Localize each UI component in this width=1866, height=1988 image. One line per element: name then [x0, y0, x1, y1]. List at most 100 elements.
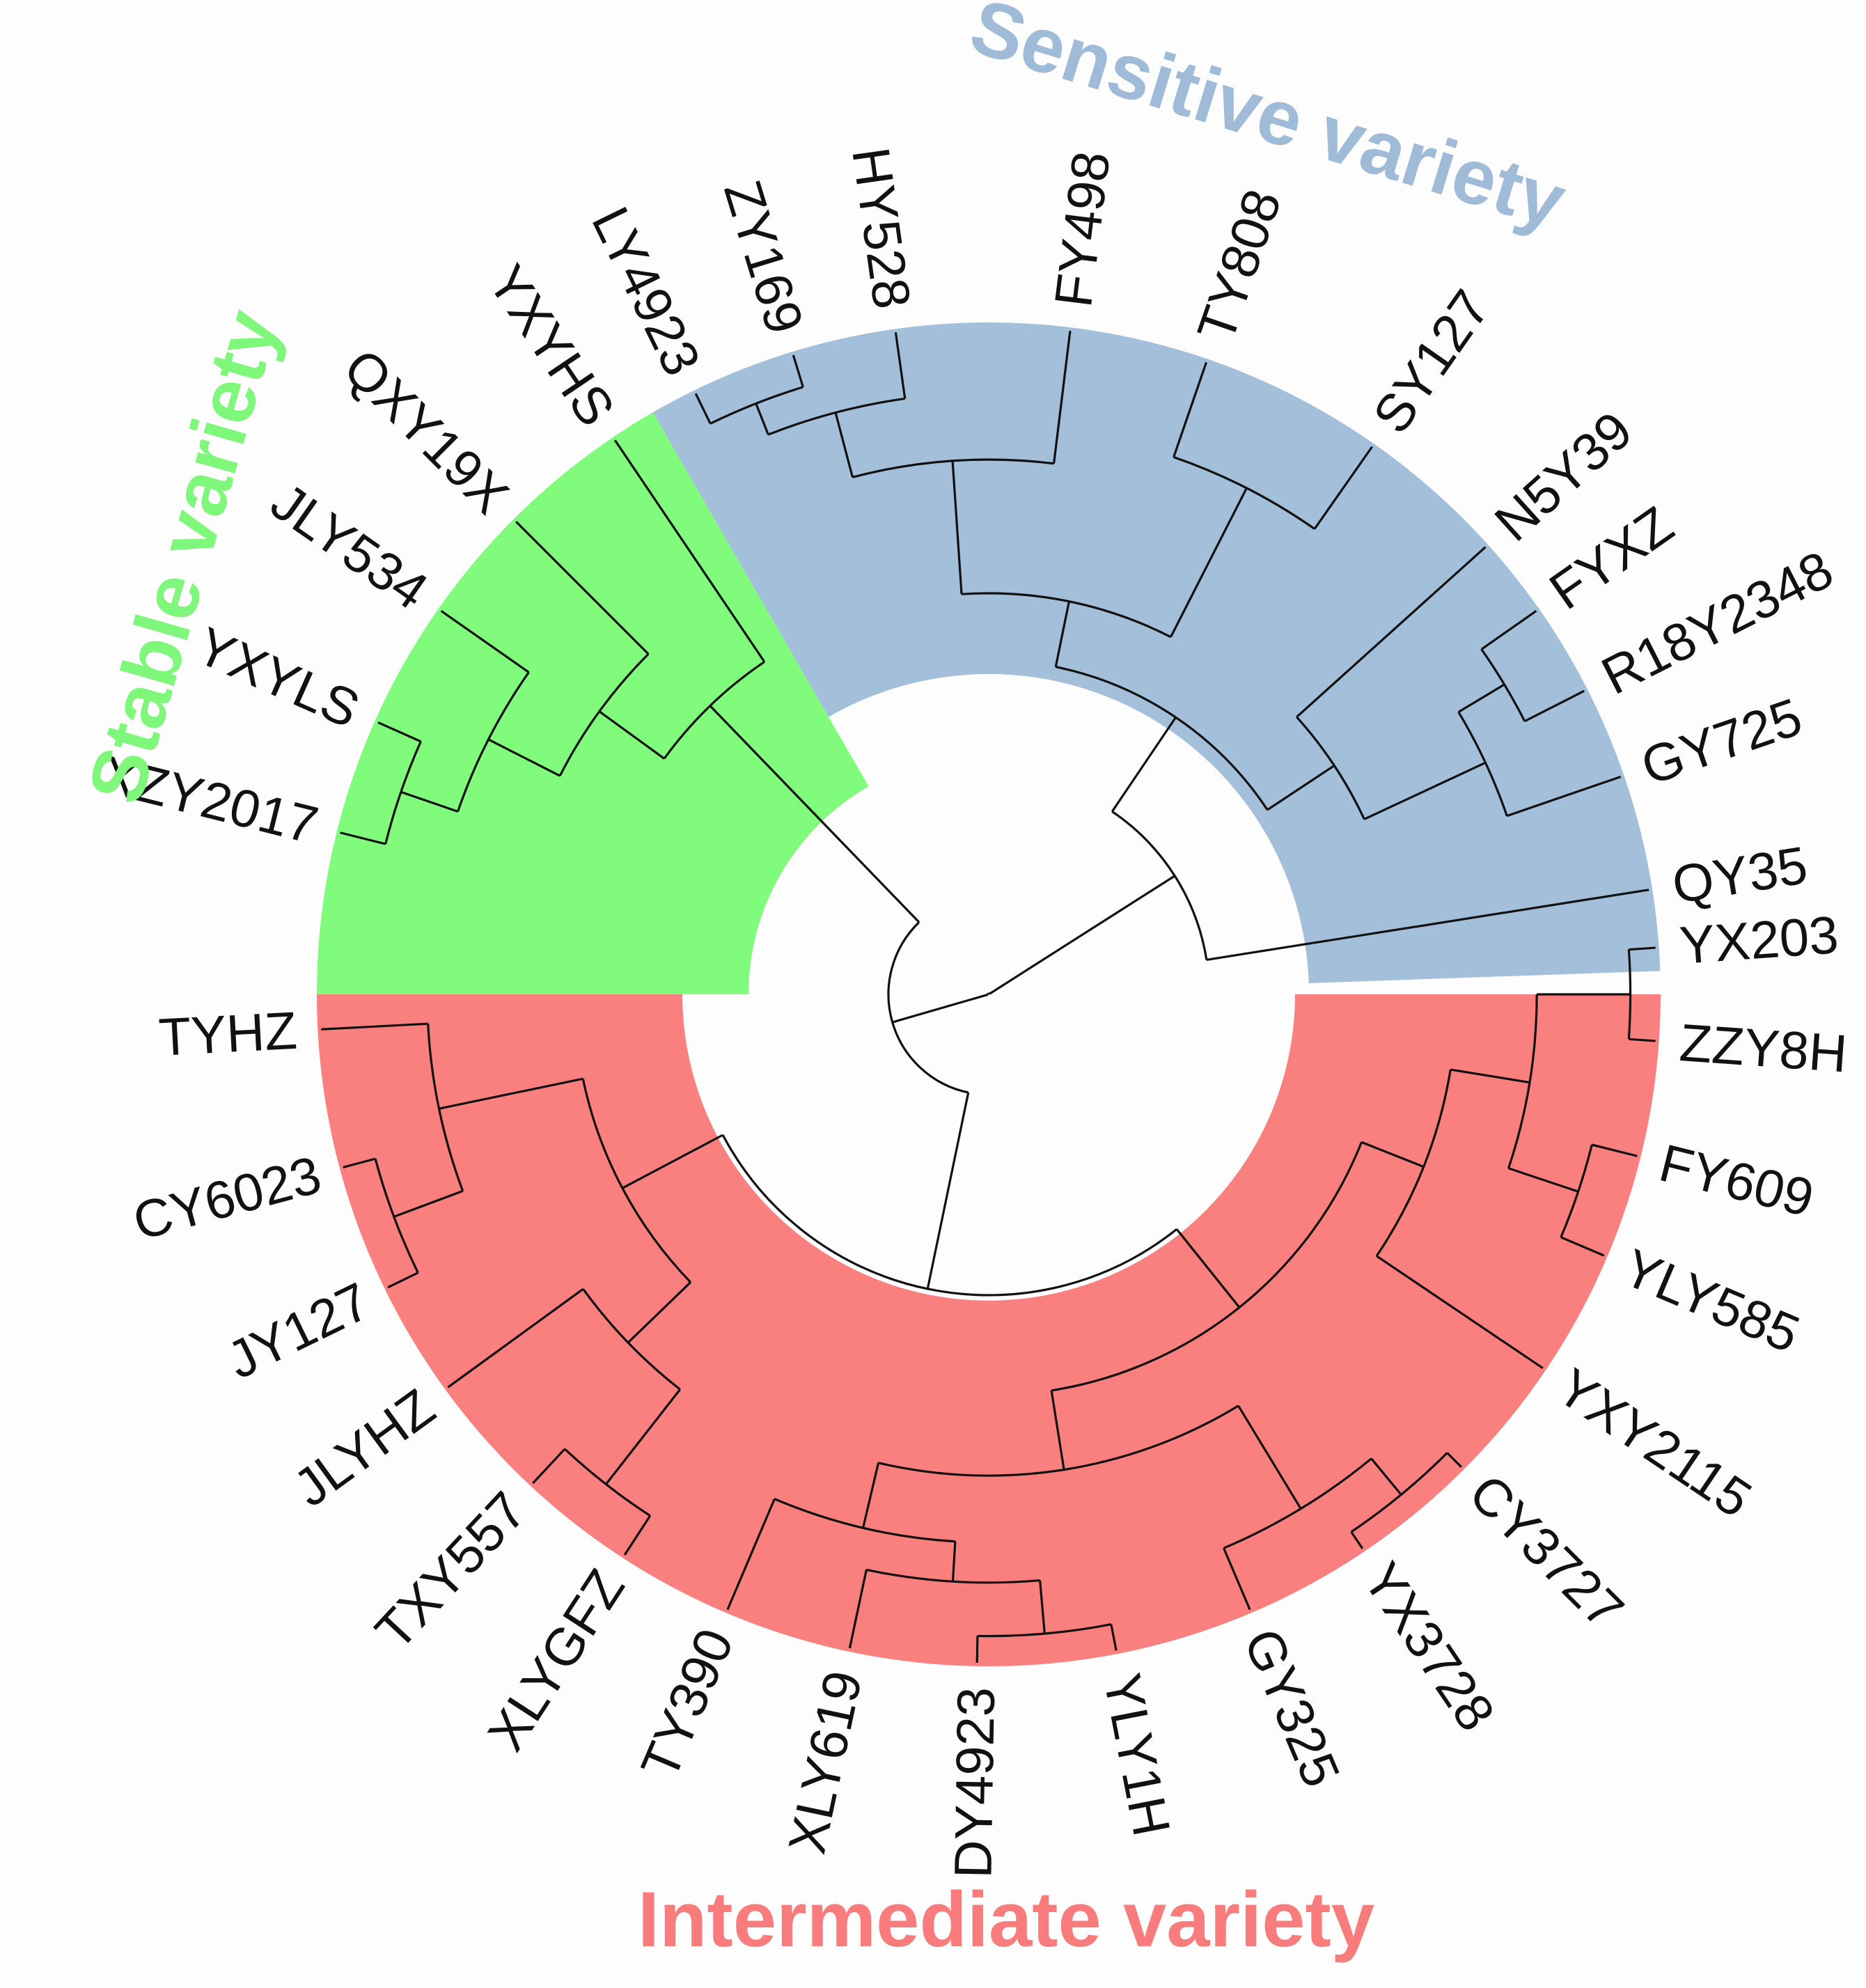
leaf-label-qy35: QY35 — [1668, 836, 1811, 915]
branch-arc-75 — [866, 1568, 1040, 1584]
branch-radial-22 — [1313, 446, 1373, 530]
branch-arc-85 — [1350, 1452, 1448, 1533]
branch-radial-10 — [1363, 761, 1487, 820]
branch-radial-73 — [726, 1498, 776, 1611]
cluster-title-intermediate: Intermediate variety — [638, 1876, 1374, 1963]
branch-radial-76 — [848, 1570, 868, 1649]
branch-arc-28 — [767, 397, 905, 436]
branch-radial-12 — [1506, 775, 1622, 817]
branch-radial-56 — [393, 1189, 464, 1218]
branch-arc-25 — [852, 458, 1054, 478]
branch-radial-6 — [1111, 717, 1177, 813]
branch-radial-80 — [1110, 1624, 1118, 1651]
leaf-label-tyhz: TYHZ — [157, 1001, 299, 1067]
branch-arc-64 — [564, 1448, 651, 1517]
branch-radial-91 — [1450, 1068, 1530, 1084]
leaf-label-jly534: JLY534 — [260, 472, 438, 621]
branch-radial-66 — [623, 1515, 652, 1556]
branch-radial-51 — [622, 1134, 723, 1189]
branch-radial-71 — [862, 1462, 880, 1528]
branch-radial-36 — [709, 705, 920, 923]
branch-arc-7 — [1055, 666, 1269, 811]
branch-radial-26 — [1053, 330, 1072, 464]
branch-radial-45 — [400, 790, 459, 813]
branch-radial-65 — [532, 1448, 566, 1485]
branch-arc-50 — [721, 1134, 1178, 1297]
branch-arc-61 — [582, 1288, 681, 1391]
branch-radial-96 — [1591, 1143, 1638, 1157]
branch-radial-87 — [1446, 1452, 1462, 1468]
branch-radial-48 — [340, 831, 386, 845]
branch-radial-86 — [1350, 1531, 1364, 1549]
cluster-title-stable: Stable variety — [72, 301, 295, 813]
branch-arc-72 — [774, 1498, 956, 1543]
branch-radial-69 — [1050, 1390, 1065, 1470]
branch-radial-5 — [1206, 889, 1649, 962]
leaf-label-yxyhs: YXYHS — [476, 255, 626, 437]
leaf-label-yxyls: YXYLS — [188, 616, 368, 739]
branch-radial-15 — [1524, 689, 1585, 723]
branch-radial-83 — [1223, 1547, 1251, 1611]
cluster-sectors — [317, 322, 1661, 1666]
branch-radial-53 — [439, 1077, 583, 1110]
leaf-label-yly1h: YLY1H — [1092, 1669, 1181, 1841]
leaf-label-cy3727: CY3727 — [1458, 1464, 1635, 1641]
leaf-label-yly585: YLY585 — [1615, 1238, 1808, 1365]
branch-radial-88 — [1361, 1141, 1425, 1168]
branch-arc-11 — [1457, 711, 1508, 817]
leaf-label-xlygfz: XLYGFZ — [477, 1559, 636, 1760]
leaf-label-xly619: XLY619 — [777, 1666, 873, 1858]
branch-arc-46 — [384, 741, 422, 845]
dendrogram-branches — [321, 330, 1656, 1663]
branch-radial-60 — [627, 1281, 691, 1344]
branch-arc-35 — [887, 921, 969, 1094]
branch-radial-100 — [1629, 946, 1656, 951]
branch-radial-67 — [1175, 1228, 1241, 1308]
leaf-label-dy4923: DY4923 — [943, 1686, 1006, 1879]
leaf-label-hy528: HY528 — [840, 144, 922, 313]
branch-arc-54 — [427, 1024, 464, 1191]
leaf-label-fy498: FY498 — [1044, 148, 1122, 311]
branch-radial-20 — [1170, 487, 1248, 638]
branch-radial-47 — [377, 721, 422, 743]
branch-radial-13 — [1457, 683, 1505, 713]
branch-radial-38 — [613, 439, 766, 663]
branch-radial-29 — [894, 332, 907, 399]
leaf-label-jlyhz: JLYHZ — [283, 1377, 446, 1518]
branch-arc-68 — [1051, 1141, 1363, 1392]
branch-radial-24 — [951, 460, 963, 595]
leaf-label-gy725: GY725 — [1634, 687, 1809, 797]
sector-intermediate — [317, 994, 1661, 1666]
branch-radial-59 — [387, 1271, 419, 1289]
branch-radial-84 — [1370, 1457, 1402, 1496]
branch-radial-42 — [487, 738, 560, 777]
leaf-label-cy6023: CY6023 — [127, 1145, 327, 1251]
branch-radial-90 — [1376, 1255, 1544, 1370]
branch-radial-44 — [440, 610, 530, 673]
leaf-label-qxy19x: QXY19X — [332, 338, 519, 525]
branch-arc-40 — [558, 653, 650, 776]
branch-arc-4 — [1111, 811, 1208, 960]
branch-arc-98 — [1627, 949, 1632, 1040]
branch-radial-30 — [755, 402, 769, 435]
branch-radial-1 — [988, 921, 1102, 995]
branch-radial-16 — [1480, 610, 1537, 650]
branch-arc-89 — [1375, 1069, 1452, 1257]
leaf-label-yx3728: YX3728 — [1351, 1552, 1506, 1742]
sector-stable — [317, 412, 869, 994]
branch-arc-43 — [457, 671, 530, 812]
branch-radial-79 — [975, 1636, 979, 1663]
branch-radial-49 — [926, 1092, 970, 1290]
leaf-label-ty390: TY390 — [630, 1620, 746, 1787]
branch-radial-74 — [951, 1541, 957, 1582]
branch-arc-57 — [374, 1158, 419, 1274]
branch-radial-77 — [1039, 1580, 1046, 1634]
branch-arc-82 — [1223, 1457, 1372, 1549]
branch-radial-32 — [792, 354, 804, 388]
leaf-label-zzy8h: ZZY8H — [1678, 1013, 1849, 1084]
branch-arc-37 — [663, 661, 765, 760]
branch-radial-3 — [1101, 875, 1176, 924]
branch-arc-14 — [1480, 648, 1526, 722]
branch-radial-63 — [605, 1388, 681, 1485]
